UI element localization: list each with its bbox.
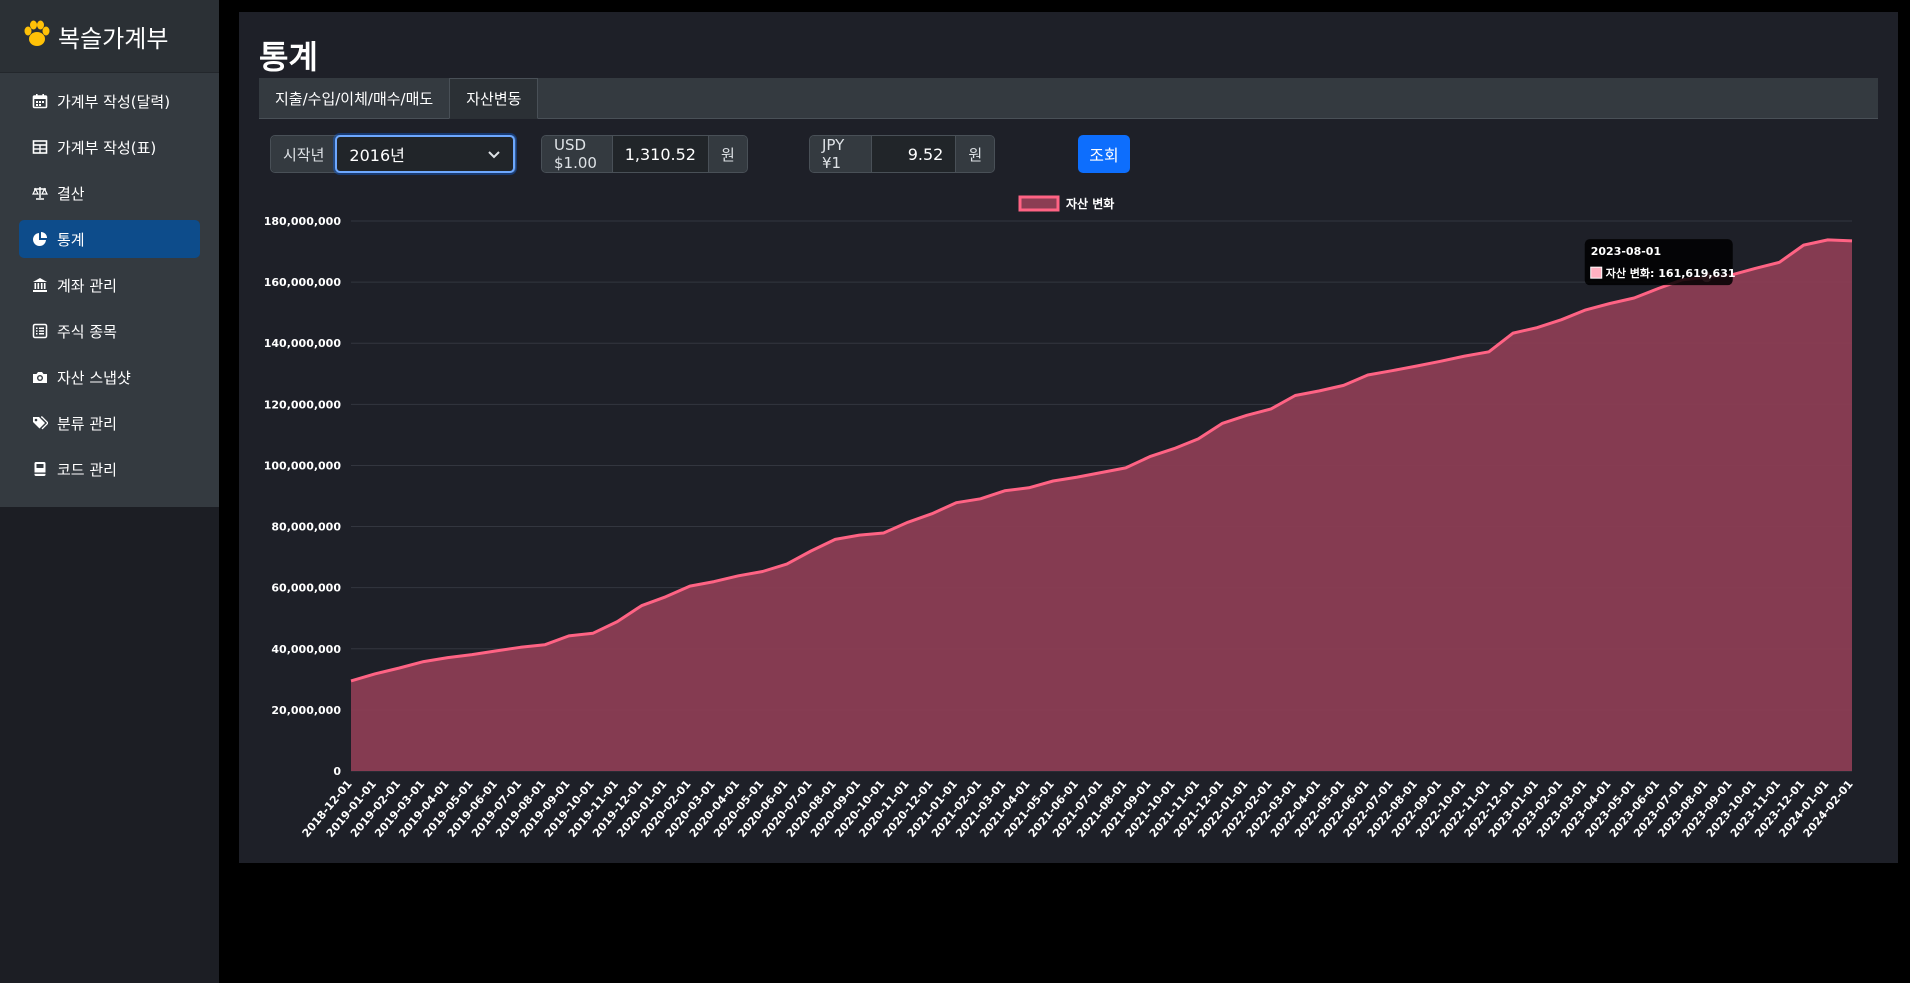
legend-label: 자산 변화 [1066,196,1114,211]
sidebar-item-label: 분류 관리 [57,414,117,433]
sidebar-item-accounts[interactable]: 계좌 관리 [19,266,200,304]
book-icon [31,460,49,478]
y-tick-label: 160,000,000 [264,276,342,289]
series-area [351,239,1852,771]
asset-change-chart: 0 20,000,000 40,000,000 60,000,000 80,000,00… [264,195,1856,840]
sidebar-item-label: 코드 관리 [57,460,117,479]
sidebar-item-calendar[interactable]: 가계부 작성(달력) [19,82,200,120]
y-tick-label: 100,000,000 [264,459,342,472]
sidebar-item-codes[interactable]: 코드 관리 [19,450,200,488]
table-icon [31,138,49,156]
y-tick-label: 20,000,000 [271,704,341,717]
tab-bar: 지출/수입/이체/매수/매도 자산변동 [259,78,1878,119]
sidebar-item-label: 통계 [57,230,85,249]
y-tick-label: 180,000,000 [264,215,342,228]
tooltip-text: 자산 변화: 161,619,631 [1606,266,1736,280]
sidebar-item-stocks[interactable]: 주식 종목 [19,312,200,350]
list-icon [31,322,49,340]
sidebar-item-label: 가계부 작성(달력) [57,92,171,111]
brand-name: 복슬가계부 [58,24,169,53]
tooltip-swatch [1590,266,1603,279]
sidebar-item-asset-snapshot[interactable]: 자산 스냅샷 [19,358,200,396]
sidebar-item-statistics[interactable]: 통계 [19,220,200,258]
start-year-group: 시작년 2016년 [270,135,516,173]
start-year-label: 시작년 [271,136,337,172]
sidebar-item-table[interactable]: 가계부 작성(표) [19,128,200,166]
usd-rate-input[interactable]: 1,310.52 [611,136,709,172]
usd-rate-group: USD $1.00 1,310.52 원 [541,135,748,173]
y-tick-label: 80,000,000 [271,521,341,534]
tags-icon [31,414,49,432]
main-panel: 통계 지출/수입/이체/매수/매도 자산변동 시작년 2016년 USD $1.… [239,12,1898,863]
y-tick-label: 60,000,000 [271,582,341,595]
sidebar-item-label: 자산 스냅샷 [57,368,131,387]
usd-suffix: 원 [708,136,747,172]
y-tick-label: 40,000,000 [271,643,341,656]
scale-icon [31,184,49,202]
start-year-value: 2016년 [349,146,405,165]
pie-chart-icon [31,230,49,248]
sidebar-item-label: 주식 종목 [57,322,117,341]
tab-transactions[interactable]: 지출/수입/이체/매수/매도 [275,90,434,108]
sidebar-item-label: 가계부 작성(표) [57,138,157,157]
sidebar-item-label: 계좌 관리 [57,276,117,295]
jpy-rate-input[interactable]: 9.52 [871,136,957,172]
calendar-icon [31,92,49,110]
page-title: 통계 [259,38,318,76]
jpy-label: JPY ¥1 [810,136,871,172]
jpy-rate-group: JPY ¥1 9.52 원 [809,135,996,173]
tab-asset-change[interactable]: 자산변동 [449,78,539,119]
brand[interactable]: 복슬가계부 [0,0,219,73]
legend-swatch [1018,195,1060,212]
y-tick-label: 120,000,000 [264,398,342,411]
sidebar-item-label: 결산 [57,184,85,203]
sidebar-item-settlement[interactable]: 결산 [19,174,200,212]
y-tick-label: 0 [333,765,341,778]
sidebar-item-categories[interactable]: 분류 관리 [19,404,200,442]
camera-icon [31,368,49,386]
series-line [350,238,1853,683]
tooltip-title: 2023-08-01 [1591,245,1661,258]
bank-icon [31,276,49,294]
chevron-down-icon [487,145,501,164]
tooltip-box [1584,239,1733,286]
paw-icon [22,20,52,53]
query-button[interactable]: 조회 [1078,135,1130,173]
usd-label: USD $1.00 [542,136,612,172]
jpy-suffix: 원 [956,136,995,172]
y-tick-label: 140,000,000 [264,337,342,350]
start-year-select[interactable]: 2016년 [335,135,516,173]
